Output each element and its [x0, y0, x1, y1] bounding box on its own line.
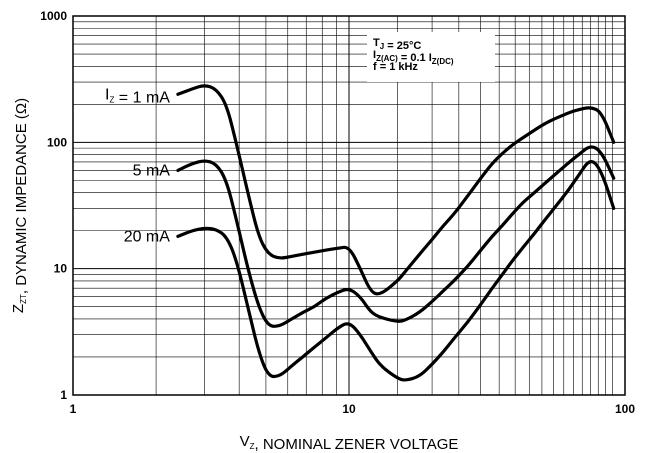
x-tick-label: 1 — [70, 402, 77, 416]
curve-20ma — [176, 160, 616, 382]
curve-1ma — [176, 84, 616, 296]
x-axis-label: VZ, NOMINAL ZENER VOLTAGE — [240, 433, 459, 453]
curve-label-1ma: IZ = 1 mA — [105, 86, 170, 106]
y-tick-label: 100 — [47, 135, 67, 149]
condition-line: IZ(AC) = 0.1 IZ(DC) — [373, 49, 454, 66]
x-tick-label: 100 — [615, 402, 635, 416]
y-tick-label: 1 — [60, 388, 67, 402]
grid — [73, 16, 625, 395]
curve-label-20ma: 20 mA — [124, 228, 171, 245]
y-tick-label: 10 — [54, 262, 68, 276]
y-axis-label: ZZT, DYNAMIC IMPEDANCE (Ω) — [10, 98, 30, 313]
y-tick-label: 1000 — [40, 9, 67, 23]
series-layer: IZ = 1 mA 5 mA 20 mA — [105, 84, 616, 382]
curve-label-5ma: 5 mA — [133, 162, 171, 179]
condition-line: f = 1 kHz — [373, 61, 418, 73]
plot-border — [72, 15, 626, 396]
plot-frame — [72, 15, 626, 396]
tick-labels: 1 10 100 1 10 100 1000 — [40, 9, 635, 416]
condition-line: TJ = 25°C — [373, 37, 421, 52]
test-conditions-box: TJ = 25°CIZ(AC) = 0.1 IZ(DC)f = 1 kHz — [367, 32, 495, 82]
curve-5ma — [176, 145, 616, 328]
conditions-background — [367, 32, 495, 82]
x-tick-label: 10 — [342, 402, 356, 416]
